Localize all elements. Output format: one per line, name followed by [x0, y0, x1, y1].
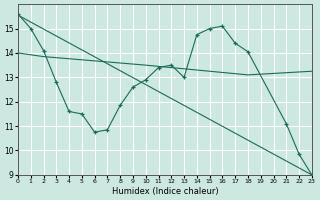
X-axis label: Humidex (Indice chaleur): Humidex (Indice chaleur)	[112, 187, 218, 196]
